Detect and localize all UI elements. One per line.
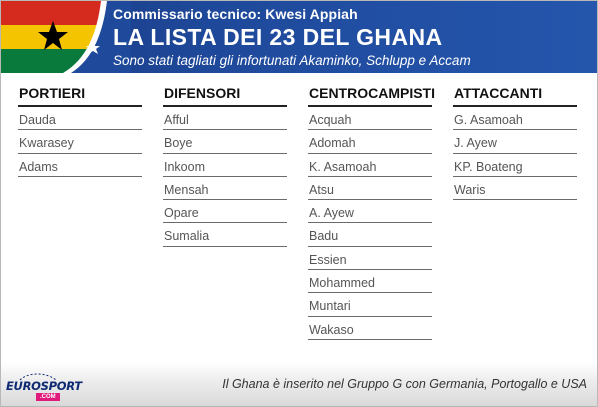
player-list: G. Asamoah J. Ayew KP. Boateng Waris — [453, 107, 577, 201]
column-header: DIFENSORI — [163, 85, 287, 107]
footer-bar: EUROSPORT .COM Il Ghana è inserito nel G… — [1, 362, 597, 406]
black-star-icon — [38, 21, 68, 50]
player-item: Adomah — [308, 130, 432, 154]
column-header: CENTROCAMPISTI — [308, 85, 435, 107]
coach-label: Commissario tecnico: Kwesi Appiah — [113, 6, 358, 22]
header-banner: Commissario tecnico: Kwesi Appiah LA LIS… — [1, 1, 597, 73]
player-item: J. Ayew — [453, 130, 577, 154]
column-header: PORTIERI — [18, 85, 142, 107]
player-item: Sumalia — [163, 223, 287, 247]
player-item: KP. Boateng — [453, 154, 577, 177]
player-item: Mensah — [163, 177, 287, 201]
player-item: Dauda — [18, 107, 142, 131]
player-list: Acquah Adomah K. Asamoah Atsu A. Ayew Ba… — [308, 107, 432, 340]
player-item: Acquah — [308, 107, 432, 131]
eurosport-logo: EUROSPORT .COM — [6, 371, 82, 401]
flag-swoosh-decoration — [63, 1, 131, 73]
player-item: Badu — [308, 223, 432, 247]
player-item: Mohammed — [308, 270, 432, 294]
player-item: Essien — [308, 247, 432, 271]
player-item: Afful — [163, 107, 287, 131]
player-item: Kwarasey — [18, 130, 142, 154]
player-list: Afful Boye Inkoom Mensah Opare Sumalia — [163, 107, 287, 247]
logo-euro-text: EURO — [6, 379, 41, 393]
player-item: A. Ayew — [308, 200, 432, 224]
column-header: ATTACCANTI — [453, 85, 577, 107]
column-difensori: DIFENSORI Afful Boye Inkoom Mensah Opare… — [163, 85, 287, 247]
footer-note: Il Ghana è inserito nel Gruppo G con Ger… — [222, 377, 587, 391]
column-centrocampisti: CENTROCAMPISTI Acquah Adomah K. Asamoah … — [308, 85, 435, 340]
column-attaccanti: ATTACCANTI G. Asamoah J. Ayew KP. Boaten… — [453, 85, 577, 201]
page-title: LA LISTA DEI 23 DEL GHANA — [113, 24, 443, 50]
logo-sport-text: SPORT — [40, 379, 82, 393]
logo-wordmark: EUROSPORT — [6, 379, 82, 393]
player-item: Inkoom — [163, 154, 287, 177]
logo-dotcom-badge: .COM — [36, 393, 60, 401]
player-item: Adams — [18, 154, 142, 177]
player-item: Atsu — [308, 177, 432, 201]
player-item: Boye — [163, 130, 287, 154]
player-item: Opare — [163, 200, 287, 224]
player-item: Wakaso — [308, 317, 432, 340]
player-item: Muntari — [308, 293, 432, 317]
column-portieri: PORTIERI Dauda Kwarasey Adams — [18, 85, 142, 177]
player-item: K. Asamoah — [308, 154, 432, 177]
page-subtitle: Sono stati tagliati gli infortunati Akam… — [113, 53, 471, 68]
player-item: Waris — [453, 177, 577, 201]
player-list: Dauda Kwarasey Adams — [18, 107, 142, 177]
player-item: G. Asamoah — [453, 107, 577, 131]
